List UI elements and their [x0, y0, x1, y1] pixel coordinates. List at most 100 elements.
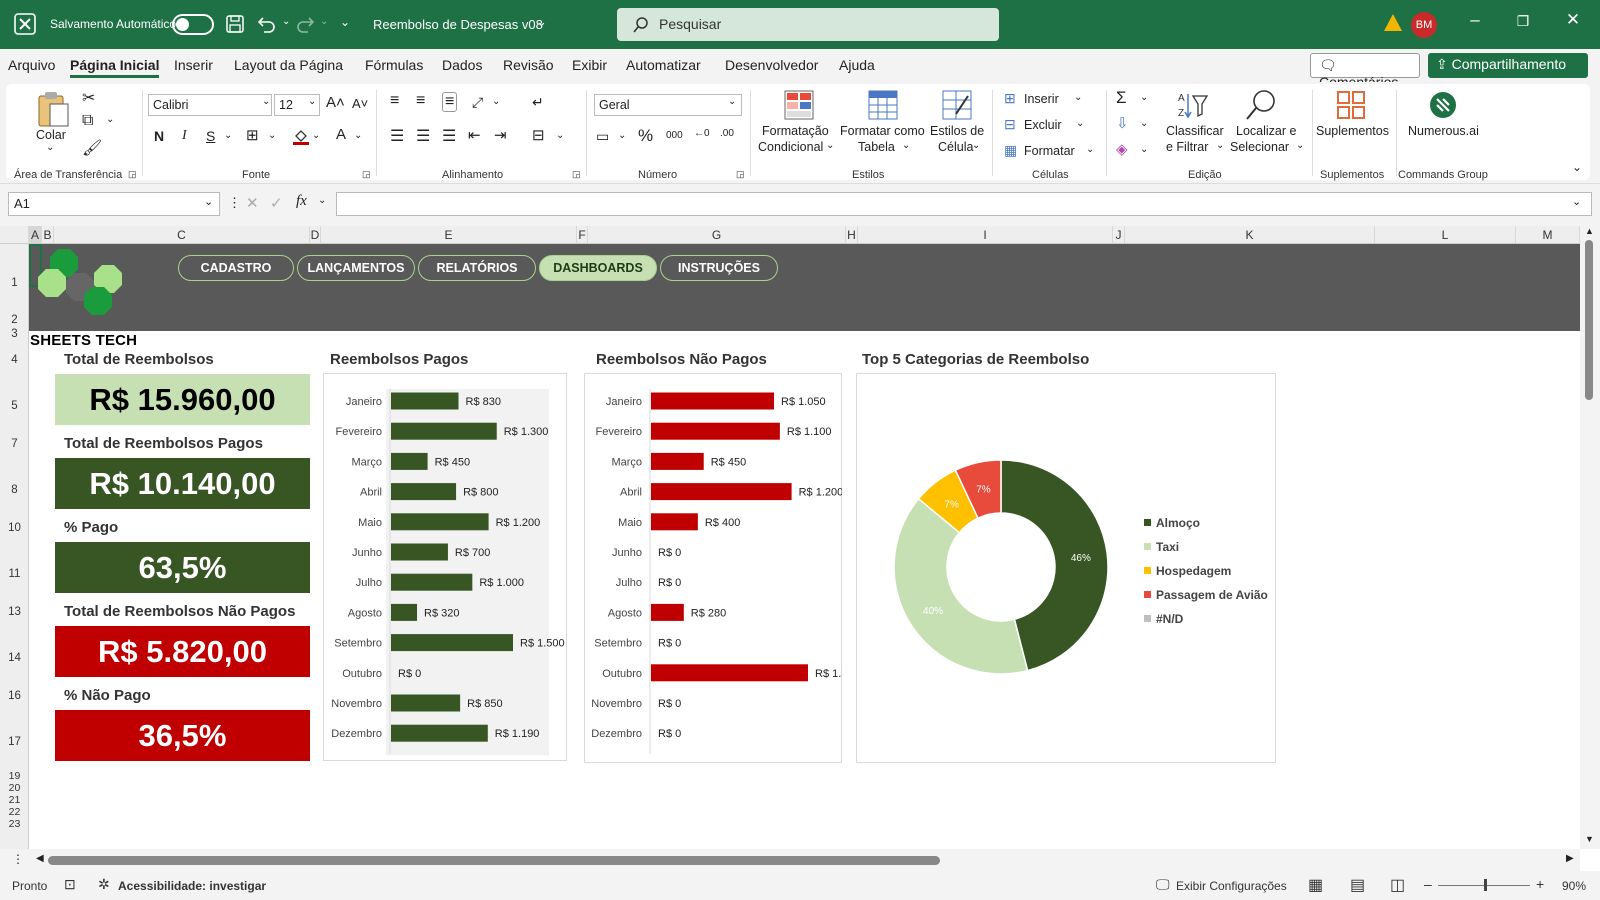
bar-novembro[interactable]: [391, 694, 461, 712]
clipboard-launcher-icon[interactable]: ◲: [128, 169, 137, 179]
alignment-launcher-icon[interactable]: ◲: [572, 169, 581, 179]
page-break-view-icon[interactable]: ◫: [1390, 877, 1406, 894]
row-header[interactable]: 14: [8, 652, 21, 664]
number-format-dropdown-icon[interactable]: ⌄: [728, 96, 737, 107]
donut-slice-1[interactable]: [893, 497, 1029, 675]
row-header[interactable]: 3: [11, 328, 18, 340]
undo-dropdown-icon[interactable]: ⌄: [282, 16, 291, 27]
paste-label[interactable]: Colar: [36, 128, 66, 142]
row-header[interactable]: 7: [11, 438, 18, 450]
zoom-level[interactable]: 90%: [1562, 879, 1587, 893]
format-cells-icon[interactable]: ▦: [1004, 142, 1018, 158]
font-name-select[interactable]: Calibri: [148, 94, 272, 116]
orientation-dropdown-icon[interactable]: ⌄: [492, 96, 501, 107]
scroll-left-icon[interactable]: ◀: [36, 853, 44, 864]
cancel-entry-icon[interactable]: ✕: [246, 195, 259, 212]
bar-março[interactable]: [651, 452, 704, 470]
bar-agosto[interactable]: [391, 603, 418, 621]
copy-dropdown-icon[interactable]: ⌄: [106, 114, 115, 125]
share-button[interactable]: ⇪ Compartilhamento ⌄: [1428, 53, 1588, 89]
cell-styles-label-2[interactable]: Célula: [938, 140, 974, 154]
name-box-dropdown-icon[interactable]: ⌄: [204, 196, 214, 208]
restore-icon[interactable]: ❐: [1516, 13, 1530, 29]
title-dropdown-icon[interactable]: ⌄: [536, 14, 547, 29]
conditional-format-label-1[interactable]: Formatação: [762, 124, 829, 138]
row-header[interactable]: 19: [8, 770, 21, 782]
paste-dropdown-icon[interactable]: ⌄: [46, 142, 55, 153]
menu-layout[interactable]: Layout da Página: [234, 57, 343, 73]
font-name-dropdown-icon[interactable]: ⌄: [262, 96, 271, 107]
menu-desenvolvedor[interactable]: Desenvolvedor: [725, 57, 819, 73]
format-table-dropdown-icon[interactable]: ⌄: [902, 140, 911, 151]
bar-fevereiro[interactable]: [391, 422, 497, 440]
row-header[interactable]: 22: [8, 806, 21, 818]
nav-instrucoes[interactable]: INSTRUÇÕES: [660, 255, 778, 281]
sort-filter-dropdown-icon[interactable]: ⌄: [1216, 140, 1225, 151]
ribbon-collapse-icon[interactable]: ⌄: [1572, 160, 1583, 174]
row-header[interactable]: 10: [8, 522, 21, 534]
decrease-decimal-icon[interactable]: .00: [720, 128, 734, 139]
thousands-icon[interactable]: 000: [666, 130, 683, 141]
orientation-icon[interactable]: ⤢: [472, 94, 484, 110]
scroll-right-icon[interactable]: ▶: [1566, 853, 1574, 864]
row-header[interactable]: 23: [8, 818, 21, 830]
warning-icon[interactable]: [1384, 14, 1402, 31]
format-cells-label[interactable]: Formatar: [1024, 144, 1075, 158]
bar-julho[interactable]: [391, 573, 473, 591]
format-table-label-1[interactable]: Formatar como: [840, 124, 925, 138]
autosum-dropdown-icon[interactable]: ⌄: [1140, 92, 1149, 103]
fill-icon[interactable]: ⇩: [1116, 115, 1129, 132]
selected-cell-a1[interactable]: [29, 244, 42, 287]
addins-icon[interactable]: [1336, 90, 1366, 120]
comments-button[interactable]: 🗨 Comentários: [1310, 53, 1420, 90]
scroll-up-icon[interactable]: ▲: [1585, 226, 1594, 236]
horizontal-scroll-thumb[interactable]: [48, 856, 940, 865]
zoom-in-icon[interactable]: +: [1536, 876, 1545, 892]
conditional-format-label-2[interactable]: Condicional: [758, 140, 824, 154]
row-header[interactable]: 17: [8, 736, 21, 748]
sort-filter-label-1[interactable]: Classificar: [1166, 124, 1224, 138]
redo-dropdown-icon[interactable]: ⌄: [320, 16, 329, 27]
column-header-g[interactable]: G: [588, 226, 846, 244]
conditional-format-dropdown-icon[interactable]: ⌄: [826, 140, 835, 151]
sheet-options-icon[interactable]: ⋮: [12, 852, 24, 866]
font-size-dropdown-icon[interactable]: ⌄: [308, 96, 317, 107]
addins-label[interactable]: Suplementos: [1316, 124, 1389, 138]
donut-slice-0[interactable]: [1000, 459, 1109, 672]
paste-icon[interactable]: [36, 90, 70, 128]
format-cells-dropdown-icon[interactable]: ⌄: [1086, 144, 1095, 155]
column-header-k[interactable]: K: [1125, 226, 1375, 244]
row-header[interactable]: 5: [11, 400, 18, 412]
column-header-f[interactable]: F: [577, 226, 588, 244]
bar-outubro[interactable]: [651, 664, 808, 682]
menu-inserir[interactable]: Inserir: [174, 57, 213, 73]
borders-icon[interactable]: ⊞: [246, 127, 259, 144]
bold-icon[interactable]: N: [154, 128, 165, 144]
macro-record-icon[interactable]: ⊡: [64, 876, 76, 892]
row-header[interactable]: 16: [8, 690, 21, 702]
number-launcher-icon[interactable]: ◲: [736, 169, 745, 179]
insert-cells-dropdown-icon[interactable]: ⌄: [1074, 92, 1083, 103]
find-select-label-2[interactable]: Selecionar: [1230, 140, 1290, 154]
copy-icon[interactable]: ⧉: [82, 112, 94, 129]
cell-styles-dropdown-icon[interactable]: ⌄: [972, 140, 981, 151]
bar-março[interactable]: [391, 452, 428, 470]
vertical-scrollbar[interactable]: ▲ ▼: [1580, 226, 1600, 849]
confirm-entry-icon[interactable]: ✓: [270, 195, 283, 212]
nav-cadastro[interactable]: CADASTRO: [178, 255, 294, 281]
redo-icon[interactable]: [296, 15, 316, 33]
column-header-h[interactable]: H: [846, 226, 858, 244]
align-top-icon[interactable]: ≡: [390, 92, 400, 109]
search-box[interactable]: Pesquisar: [617, 8, 999, 41]
column-header-d[interactable]: D: [310, 226, 321, 244]
name-box[interactable]: A1: [8, 192, 220, 216]
bar-abril[interactable]: [391, 483, 457, 501]
bar-dezembro[interactable]: [391, 724, 488, 742]
undo-icon[interactable]: [256, 15, 276, 33]
menu-automatizar[interactable]: Automatizar: [626, 57, 701, 73]
user-avatar[interactable]: BM: [1411, 12, 1437, 38]
currency-dropdown-icon[interactable]: ⌄: [618, 130, 627, 141]
borders-dropdown-icon[interactable]: ⌄: [268, 130, 277, 141]
column-header-i[interactable]: I: [858, 226, 1113, 244]
format-table-icon[interactable]: [868, 90, 898, 120]
